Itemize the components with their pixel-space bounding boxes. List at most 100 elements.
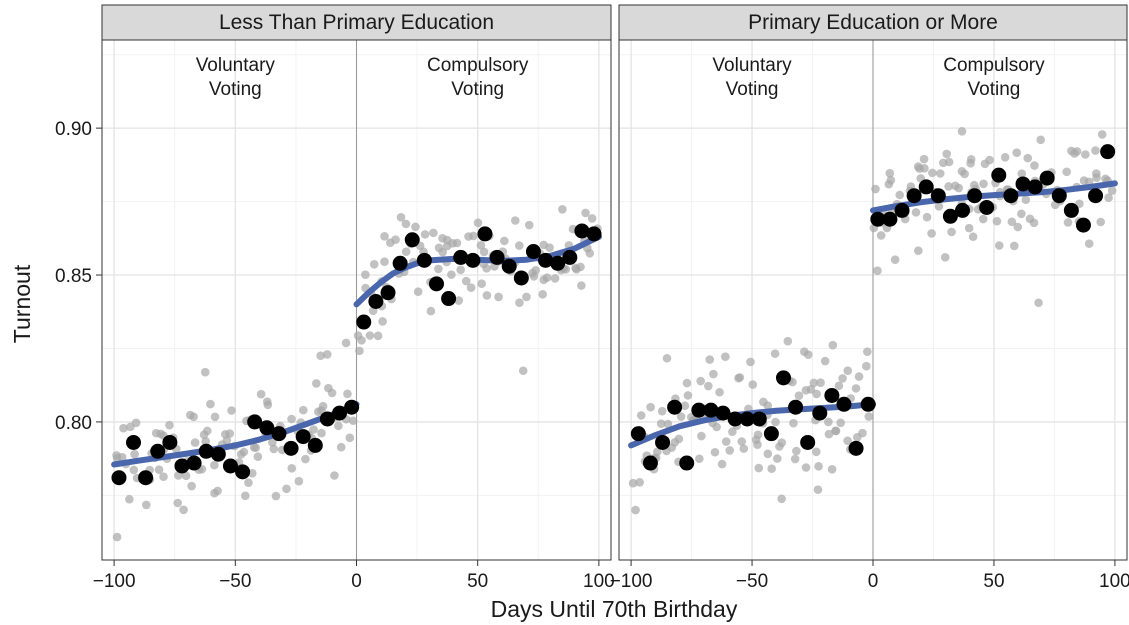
raw-point [1062, 167, 1071, 177]
binned-mean-point [642, 455, 658, 471]
raw-point [210, 460, 219, 470]
raw-point [1000, 153, 1010, 162]
raw-point [316, 351, 325, 361]
panel-1 [102, 40, 611, 560]
binned-mean-point [1015, 176, 1031, 192]
raw-point [576, 262, 585, 272]
binned-mean-point [198, 443, 214, 459]
raw-point [1081, 150, 1090, 159]
raw-point [794, 391, 804, 400]
raw-point [1072, 147, 1082, 156]
raw-point [482, 264, 491, 273]
raw-point [413, 287, 423, 296]
raw-point [125, 494, 134, 504]
x-tick-label: −100 [93, 571, 136, 592]
raw-point [518, 366, 528, 376]
binned-mean-point [344, 399, 360, 415]
raw-point [704, 381, 713, 391]
raw-point [873, 266, 882, 275]
binned-mean-point [126, 434, 142, 450]
raw-point [820, 356, 830, 366]
raw-point [248, 468, 257, 478]
raw-point [438, 247, 447, 257]
binned-mean-point [775, 370, 791, 386]
raw-point [763, 449, 773, 459]
binned-mean-point [894, 202, 910, 218]
raw-point [968, 232, 978, 242]
binned-mean-point [727, 411, 743, 427]
raw-point [964, 223, 974, 233]
binned-mean-point [1003, 188, 1019, 204]
raw-point [179, 505, 188, 515]
fit-line-voluntary [111, 401, 360, 468]
raw-point [239, 447, 249, 457]
binned-mean-point [800, 434, 816, 450]
raw-point [312, 379, 321, 388]
facet-strip [618, 4, 1128, 41]
raw-point [994, 241, 1004, 250]
panel-2 [619, 40, 1127, 560]
raw-point [864, 412, 874, 421]
raw-point [299, 405, 308, 415]
raw-point [531, 266, 541, 275]
raw-point [522, 292, 531, 302]
raw-point [631, 505, 640, 515]
raw-point [935, 169, 945, 178]
raw-point [159, 472, 168, 482]
raw-point [391, 235, 400, 244]
raw-point [635, 478, 644, 487]
regime-annotation: Voluntary Voting [196, 55, 276, 100]
binned-mean-point [538, 252, 554, 268]
raw-point [336, 442, 346, 452]
regime-annotation-line: Voluntary [712, 55, 792, 76]
raw-point [790, 454, 800, 464]
x-tick-label: −50 [736, 571, 768, 592]
raw-point [251, 443, 261, 453]
binned-mean-point [441, 291, 457, 307]
binned-mean-point [691, 402, 707, 418]
raw-point [862, 361, 871, 371]
raw-point [838, 374, 847, 383]
binned-mean-point [812, 405, 828, 421]
raw-point [911, 208, 921, 217]
raw-point [725, 446, 734, 455]
raw-point [201, 437, 210, 446]
raw-point [343, 389, 352, 399]
regime-annotation-line: Voting [726, 79, 779, 100]
raw-point [922, 212, 932, 222]
raw-point [753, 430, 763, 440]
raw-point [581, 208, 590, 218]
binned-mean-point [525, 244, 541, 260]
x-tick-label: 50 [467, 571, 488, 592]
binned-mean-point [162, 434, 178, 450]
raw-point [715, 387, 724, 397]
raw-point [469, 231, 478, 241]
raw-point [942, 149, 951, 159]
raw-point [130, 449, 139, 459]
raw-point [824, 417, 833, 427]
raw-point [1096, 217, 1106, 227]
raw-point [165, 420, 174, 430]
raw-point [754, 463, 764, 473]
raw-point [886, 175, 896, 185]
x-axis-title: Days Until 70th Birthday [491, 596, 738, 622]
raw-point [674, 434, 684, 444]
raw-point [287, 414, 296, 424]
raw-point [334, 421, 343, 431]
raw-point [131, 418, 141, 428]
raw-point [429, 228, 438, 238]
raw-point [940, 252, 950, 262]
binned-mean-point [235, 464, 251, 480]
raw-point [206, 399, 215, 409]
binned-mean-point [1100, 144, 1116, 160]
raw-point [538, 290, 547, 299]
raw-point [473, 218, 483, 228]
raw-point [960, 169, 969, 179]
raw-point [477, 279, 486, 289]
raw-point [728, 427, 737, 437]
raw-point [789, 418, 798, 428]
binned-mean-point [210, 446, 226, 462]
y-axis-title: Turnout [9, 264, 35, 343]
raw-point [683, 391, 693, 400]
raw-point [657, 406, 667, 416]
